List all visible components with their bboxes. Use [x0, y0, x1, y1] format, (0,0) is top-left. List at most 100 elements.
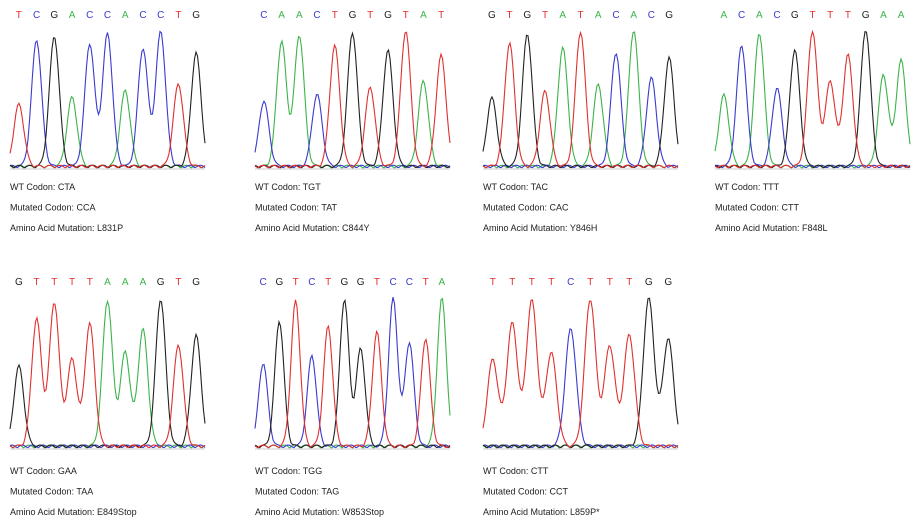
base-call: T	[507, 10, 513, 21]
annotation: Mutated Codon: TAT	[255, 203, 338, 213]
annotation: Mutated Codon: CCA	[10, 203, 96, 213]
annotation: WT Codon: TGT	[255, 182, 321, 192]
base-call: T	[332, 10, 338, 21]
annotation: Mutated Codon: TAA	[10, 487, 93, 497]
base-call: T	[87, 277, 93, 288]
trace	[255, 95, 450, 168]
base-call: T	[827, 10, 833, 21]
base-call: T	[34, 277, 40, 288]
annotation: WT Codon: TAC	[483, 182, 549, 192]
base-call: T	[374, 277, 380, 288]
base-call: T	[423, 277, 429, 288]
base-call: T	[325, 277, 331, 288]
trace	[10, 84, 205, 168]
base-call: C	[86, 10, 93, 21]
trace	[483, 32, 678, 168]
base-call: T	[845, 10, 851, 21]
base-call: C	[390, 277, 397, 288]
base-call: A	[122, 10, 129, 21]
chromatogram-panel: GTTTTAAAGTGWT Codon: GAAMutated Codon: T…	[10, 277, 205, 517]
base-call: G	[50, 10, 58, 21]
base-call: T	[548, 277, 554, 288]
base-call: T	[607, 277, 613, 288]
base-call: G	[645, 277, 653, 288]
base-call: A	[898, 10, 905, 21]
base-call: C	[773, 10, 780, 21]
base-call: C	[308, 277, 315, 288]
base-call: T	[438, 10, 444, 21]
base-call: G	[357, 277, 365, 288]
base-call: G	[340, 277, 348, 288]
trace	[10, 32, 205, 168]
base-call: A	[140, 277, 147, 288]
base-call: G	[664, 277, 672, 288]
base-call: A	[439, 277, 446, 288]
annotation: Amino Acid Mutation: L831P	[10, 223, 123, 233]
base-call: C	[260, 277, 267, 288]
base-call: A	[278, 10, 285, 21]
base-call: C	[738, 10, 745, 21]
base-call: A	[559, 10, 566, 21]
base-call: T	[367, 10, 373, 21]
base-call: G	[384, 10, 392, 21]
annotation: Mutated Codon: CTT	[715, 203, 800, 213]
base-call: G	[862, 10, 870, 21]
base-call: T	[175, 277, 181, 288]
annotation: Amino Acid Mutation: F848L	[715, 223, 828, 233]
annotation: Mutated Codon: TAG	[255, 487, 339, 497]
base-call: T	[509, 277, 515, 288]
base-call: T	[69, 277, 75, 288]
base-call: A	[104, 277, 111, 288]
base-call: G	[523, 10, 531, 21]
base-call: G	[275, 277, 283, 288]
base-call: C	[313, 10, 320, 21]
base-call: A	[721, 10, 728, 21]
chromatogram-panel: ACACGTTTGAAWT Codon: TTTMutated Codon: C…	[715, 10, 910, 233]
trace	[10, 302, 205, 448]
base-call: G	[157, 277, 165, 288]
base-call: A	[122, 277, 129, 288]
base-call: C	[406, 277, 413, 288]
base-call: C	[612, 10, 619, 21]
annotation: Amino Acid Mutation: C844Y	[255, 223, 370, 233]
base-call: C	[260, 10, 267, 21]
figure: TCGACCACCTGWT Codon: CTAMutated Codon: C…	[0, 0, 917, 521]
trace	[715, 35, 910, 168]
annotation: WT Codon: CTA	[10, 182, 75, 192]
base-call: C	[139, 10, 146, 21]
base-call: T	[293, 277, 299, 288]
base-call: T	[490, 277, 496, 288]
annotation: WT Codon: TTT	[715, 182, 780, 192]
trace	[483, 329, 678, 448]
base-call: G	[15, 277, 23, 288]
trace	[483, 33, 678, 168]
annotation: WT Codon: GAA	[10, 466, 77, 476]
base-call: A	[630, 10, 637, 21]
annotation: WT Codon: CTT	[483, 466, 549, 476]
trace	[715, 46, 910, 167]
trace	[10, 304, 205, 448]
base-call: T	[175, 10, 181, 21]
base-call: T	[577, 10, 583, 21]
base-call: A	[296, 10, 303, 21]
base-call: A	[756, 10, 763, 21]
annotation: WT Codon: TGG	[255, 466, 322, 476]
annotation: Mutated Codon: CAC	[483, 203, 569, 213]
base-call: G	[665, 10, 673, 21]
trace	[255, 37, 450, 168]
base-call: T	[403, 10, 409, 21]
base-call: A	[595, 10, 602, 21]
trace	[10, 301, 205, 447]
trace	[255, 301, 450, 448]
base-call: A	[880, 10, 887, 21]
base-call: C	[104, 10, 111, 21]
base-call: G	[349, 10, 357, 21]
base-call: G	[791, 10, 799, 21]
base-call: T	[16, 10, 22, 21]
base-call: G	[192, 10, 200, 21]
base-call: T	[587, 277, 593, 288]
